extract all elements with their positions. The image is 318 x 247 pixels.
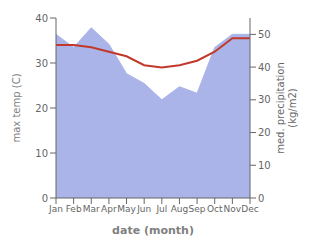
svg-text:Oct: Oct	[207, 204, 223, 214]
svg-text:20: 20	[35, 103, 48, 114]
svg-text:Feb: Feb	[66, 204, 82, 214]
svg-text:20: 20	[258, 127, 271, 138]
svg-text:Aug: Aug	[171, 204, 189, 214]
svg-text:40: 40	[35, 13, 48, 24]
svg-text:med. precipitation(kg/m2): med. precipitation(kg/m2)	[275, 62, 298, 154]
svg-text:10: 10	[258, 160, 271, 171]
svg-text:30: 30	[35, 58, 48, 69]
svg-text:Mar: Mar	[83, 204, 100, 214]
svg-text:40: 40	[258, 62, 271, 73]
svg-text:Sep: Sep	[189, 204, 206, 214]
svg-text:May: May	[117, 204, 136, 214]
svg-text:Apr: Apr	[101, 204, 117, 214]
svg-text:0: 0	[258, 193, 264, 204]
svg-text:0: 0	[42, 193, 48, 204]
svg-text:Jun: Jun	[136, 204, 151, 214]
svg-text:30: 30	[258, 94, 271, 105]
svg-text:Jul: Jul	[155, 204, 167, 214]
svg-text:50: 50	[258, 29, 271, 40]
svg-text:10: 10	[35, 148, 48, 159]
svg-text:date (month): date (month)	[112, 224, 194, 237]
svg-text:max temp (C): max temp (C)	[11, 73, 22, 142]
svg-text:Dec: Dec	[241, 204, 258, 214]
svg-text:Jan: Jan	[48, 204, 63, 214]
svg-text:Nov: Nov	[224, 204, 242, 214]
